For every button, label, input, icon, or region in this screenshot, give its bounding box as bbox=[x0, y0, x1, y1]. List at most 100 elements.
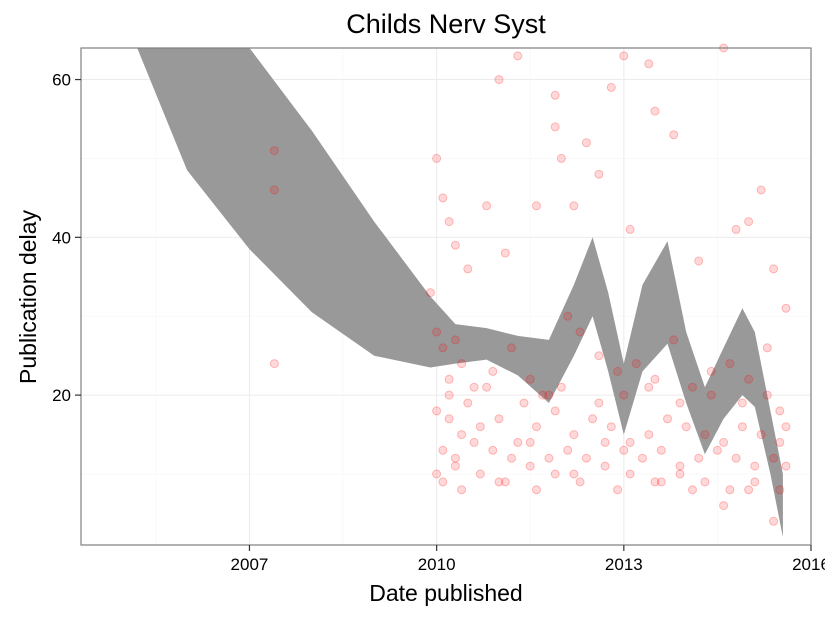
data-point bbox=[575, 327, 585, 337]
data-point bbox=[712, 445, 722, 455]
data-point bbox=[600, 437, 610, 447]
x-axis: 2007 2010 2013 2016 bbox=[231, 545, 825, 574]
data-point bbox=[625, 224, 635, 234]
data-point bbox=[694, 453, 704, 463]
data-point bbox=[556, 382, 566, 392]
data-point bbox=[575, 477, 585, 487]
data-point bbox=[556, 153, 566, 163]
data-point bbox=[781, 461, 791, 471]
data-point bbox=[731, 224, 741, 234]
y-axis: 20 40 60 bbox=[52, 71, 81, 405]
data-point bbox=[513, 51, 523, 61]
data-point bbox=[444, 390, 454, 400]
data-point bbox=[544, 390, 554, 400]
data-point bbox=[563, 311, 573, 321]
data-point bbox=[600, 461, 610, 471]
y-axis-label: Publication delay bbox=[15, 210, 41, 384]
data-point bbox=[762, 390, 772, 400]
points-layer bbox=[269, 43, 791, 526]
data-point bbox=[457, 359, 467, 369]
data-point bbox=[644, 430, 654, 440]
data-point bbox=[475, 422, 485, 432]
data-point bbox=[669, 335, 679, 345]
data-point bbox=[669, 130, 679, 140]
x-tick-label: 2007 bbox=[231, 555, 269, 574]
data-point bbox=[625, 469, 635, 479]
data-point bbox=[482, 382, 492, 392]
data-point bbox=[525, 437, 535, 447]
data-point bbox=[432, 153, 442, 163]
data-point bbox=[569, 469, 579, 479]
data-point bbox=[438, 445, 448, 455]
data-point bbox=[650, 106, 660, 116]
data-point bbox=[450, 335, 460, 345]
data-point bbox=[681, 422, 691, 432]
data-point bbox=[457, 430, 467, 440]
data-point bbox=[744, 217, 754, 227]
data-point bbox=[650, 477, 660, 487]
data-point bbox=[444, 217, 454, 227]
data-point bbox=[675, 461, 685, 471]
data-point bbox=[569, 430, 579, 440]
data-point bbox=[444, 374, 454, 384]
data-point bbox=[550, 90, 560, 100]
data-point bbox=[450, 453, 460, 463]
y-tick-label: 40 bbox=[52, 228, 71, 247]
data-point bbox=[432, 327, 442, 337]
chart-title: Childs Nerv Syst bbox=[346, 9, 546, 39]
data-point bbox=[619, 390, 629, 400]
panel-border bbox=[80, 47, 812, 546]
data-point bbox=[781, 303, 791, 313]
plot-panel bbox=[80, 43, 812, 546]
data-point bbox=[594, 169, 604, 179]
data-point bbox=[706, 366, 716, 376]
data-point bbox=[775, 406, 785, 416]
data-point bbox=[706, 390, 716, 400]
data-point bbox=[532, 422, 541, 432]
data-point bbox=[507, 453, 516, 463]
confidence-band bbox=[137, 48, 783, 538]
data-point bbox=[700, 430, 710, 440]
data-point bbox=[737, 398, 747, 408]
data-point bbox=[737, 422, 747, 432]
data-point bbox=[744, 485, 754, 495]
data-point bbox=[563, 445, 573, 455]
data-point bbox=[469, 382, 479, 392]
data-point bbox=[606, 82, 616, 92]
data-point bbox=[532, 485, 541, 495]
data-point bbox=[762, 343, 772, 353]
data-point bbox=[532, 201, 541, 211]
data-point bbox=[750, 477, 760, 487]
data-point bbox=[656, 477, 666, 487]
data-point bbox=[500, 477, 510, 487]
data-point bbox=[550, 469, 560, 479]
data-point bbox=[625, 437, 635, 447]
data-point bbox=[463, 398, 473, 408]
data-point bbox=[769, 453, 779, 463]
data-point bbox=[457, 485, 467, 495]
data-point bbox=[500, 248, 510, 258]
data-point bbox=[438, 477, 448, 487]
data-point bbox=[494, 414, 504, 424]
confidence-band-layer bbox=[137, 48, 783, 538]
data-point bbox=[619, 445, 629, 455]
data-point bbox=[756, 185, 766, 195]
data-point bbox=[619, 51, 629, 61]
data-point bbox=[594, 351, 604, 361]
data-point bbox=[688, 382, 697, 392]
data-point bbox=[694, 256, 704, 266]
data-point bbox=[688, 485, 697, 495]
data-point bbox=[744, 374, 754, 384]
data-point bbox=[269, 185, 279, 195]
data-point bbox=[482, 201, 492, 211]
data-point bbox=[463, 264, 473, 274]
data-point bbox=[581, 138, 591, 148]
data-point bbox=[494, 477, 504, 487]
data-point bbox=[450, 461, 460, 471]
data-point bbox=[750, 461, 760, 471]
data-point bbox=[606, 422, 616, 432]
data-point bbox=[731, 453, 741, 463]
x-axis-label: Date published bbox=[369, 580, 522, 606]
x-tick-label: 2013 bbox=[605, 555, 643, 574]
data-point bbox=[494, 75, 504, 85]
